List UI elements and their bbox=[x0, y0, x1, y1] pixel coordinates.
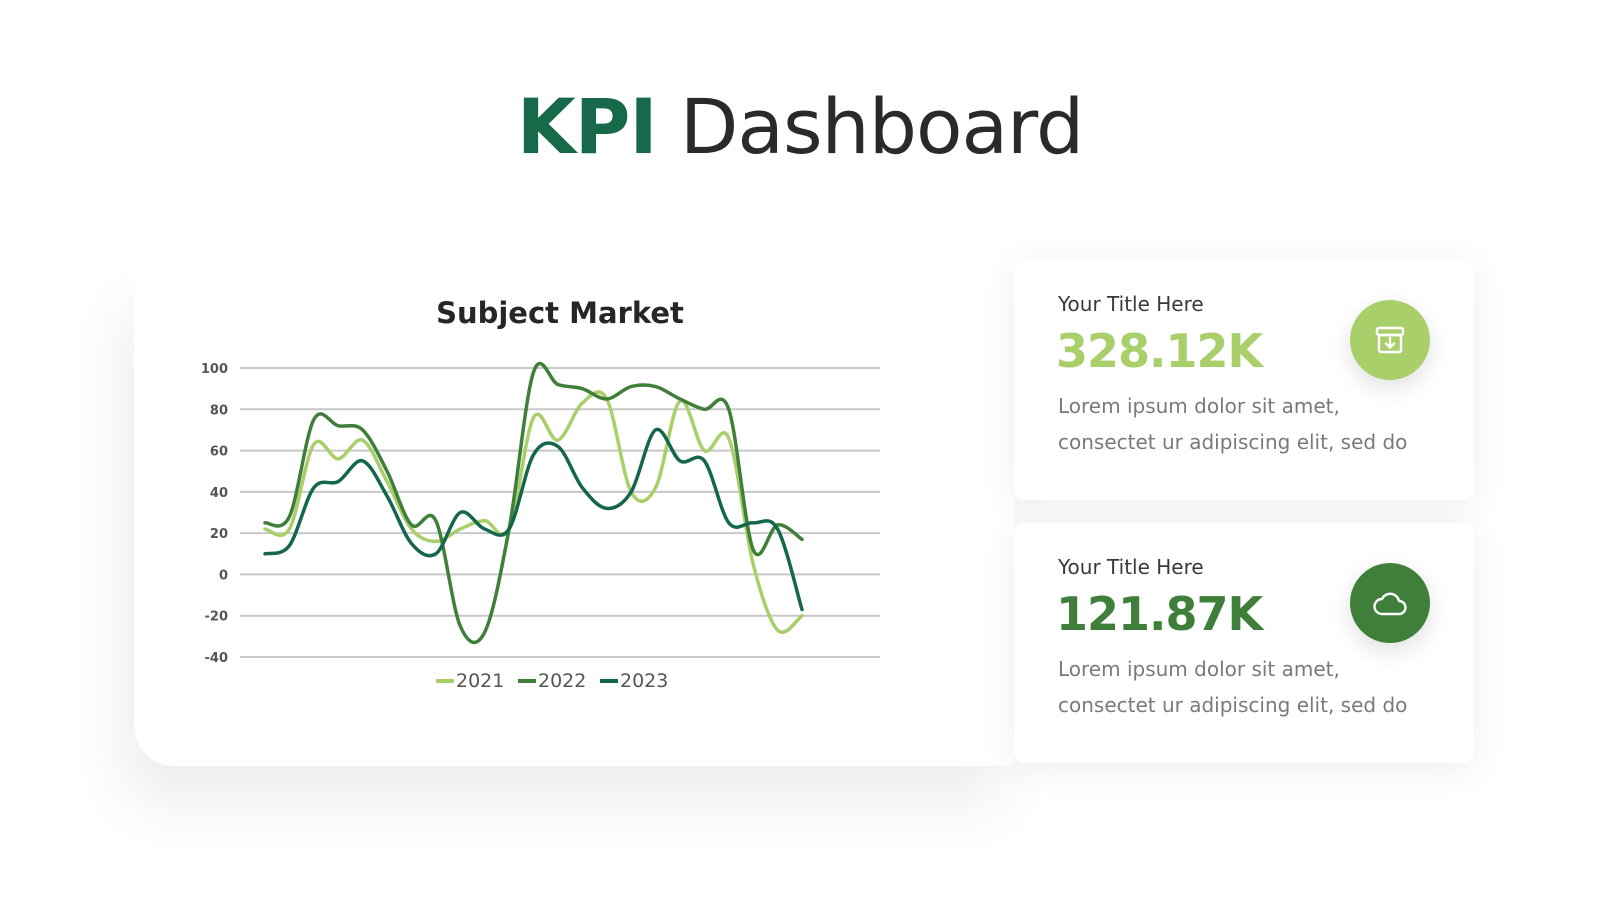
y-tick-label: -40 bbox=[205, 651, 229, 666]
chart-card bbox=[134, 268, 1014, 766]
y-tick-label: 0 bbox=[219, 568, 228, 583]
kpi-card-2: Your Title Here 121.87K Lorem ipsum dolo… bbox=[1014, 523, 1474, 763]
y-tick-label: 100 bbox=[201, 362, 228, 377]
series-line-2023 bbox=[263, 427, 804, 612]
series-line-2021 bbox=[263, 390, 804, 634]
y-tick-label: 20 bbox=[210, 527, 228, 542]
title-dashboard: Dashboard bbox=[679, 82, 1084, 171]
kpi-card-1-value: 328.12K bbox=[1056, 324, 1263, 378]
y-tick-label: -20 bbox=[205, 610, 229, 625]
kpi-card-2-value: 121.87K bbox=[1056, 587, 1263, 641]
y-tick-label: 60 bbox=[210, 445, 228, 460]
chart-title: Subject Market bbox=[436, 296, 684, 330]
legend-label-2023: 2023 bbox=[620, 670, 668, 692]
kpi-card-1-label: Your Title Here bbox=[1058, 292, 1204, 316]
title-kpi: KPI bbox=[516, 82, 658, 171]
archive-download-icon bbox=[1350, 300, 1430, 380]
y-tick-label: 40 bbox=[210, 486, 228, 501]
page-title: KPI Dashboard bbox=[0, 82, 1600, 172]
line-chart: 100 80 60 40 20 0 -20 -40 2021 2022 2023 bbox=[201, 361, 880, 692]
y-tick-label: 80 bbox=[210, 403, 228, 418]
kpi-card-1-description: Lorem ipsum dolor sit amet, consectet ur… bbox=[1058, 394, 1408, 454]
kpi-card-2-description: Lorem ipsum dolor sit amet, consectet ur… bbox=[1058, 657, 1408, 717]
legend-label-2021: 2021 bbox=[456, 670, 504, 692]
kpi-card-1: Your Title Here 328.12K Lorem ipsum dolo… bbox=[1014, 260, 1474, 500]
series-line-2022 bbox=[263, 361, 804, 645]
legend-label-2022: 2022 bbox=[538, 670, 586, 692]
kpi-card-2-label: Your Title Here bbox=[1058, 555, 1204, 579]
cloud-icon bbox=[1350, 563, 1430, 643]
